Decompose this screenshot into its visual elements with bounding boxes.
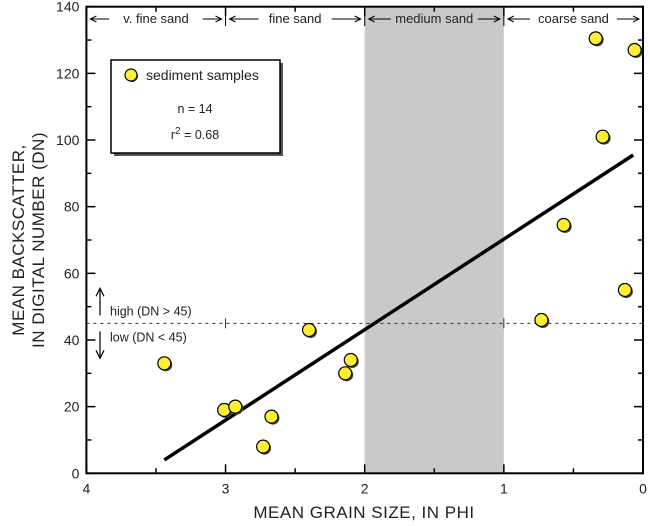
data-point bbox=[256, 439, 272, 455]
data-point bbox=[617, 282, 633, 298]
data-point bbox=[338, 366, 354, 382]
data-point bbox=[534, 312, 550, 328]
low-label: low (DN < 45) bbox=[110, 330, 187, 344]
x-tick-label: 3 bbox=[222, 480, 230, 496]
zone-v-fine-sand: v. fine sand bbox=[89, 11, 223, 26]
y-tick-label: 40 bbox=[64, 332, 80, 348]
data-point bbox=[595, 129, 611, 145]
x-tick-label: 1 bbox=[500, 480, 508, 496]
r-squared: r2 = 0.68 bbox=[171, 126, 219, 142]
zone-label: v. fine sand bbox=[123, 11, 189, 26]
zone-coarse-sand: coarse sand bbox=[503, 11, 641, 26]
y-tick-label: 60 bbox=[64, 265, 80, 281]
x-axis-title: MEAN GRAIN SIZE, IN PHI bbox=[253, 503, 474, 522]
data-point bbox=[588, 31, 604, 47]
x-tick-label: 4 bbox=[83, 480, 91, 496]
legend: sediment samples n = 14 r2 = 0.68 bbox=[110, 59, 283, 156]
n-value: n = 14 bbox=[177, 102, 212, 116]
data-point bbox=[228, 399, 244, 415]
data-point bbox=[556, 217, 572, 234]
zone-label: fine sand bbox=[269, 11, 322, 26]
data-point bbox=[157, 356, 173, 372]
y-axis-title-line2: IN DIGITAL NUMBER (DN) bbox=[29, 132, 48, 348]
medium-sand-band bbox=[364, 6, 504, 474]
data-point bbox=[627, 42, 643, 59]
high-label: high (DN > 45) bbox=[110, 304, 192, 318]
legend-label: sediment samples bbox=[146, 67, 259, 83]
zone-label: medium sand bbox=[395, 11, 473, 26]
y-axis-title-line1: MEAN BACKSCATTER, bbox=[9, 144, 28, 335]
down-arrow-icon bbox=[95, 331, 105, 360]
y-tick-label: 100 bbox=[56, 132, 80, 148]
zone-medium-sand: medium sand bbox=[364, 11, 501, 26]
zone-arrows-icon bbox=[228, 15, 362, 23]
data-point bbox=[301, 322, 318, 338]
zone-arrows-icon bbox=[506, 15, 641, 23]
y-tick-label: 140 bbox=[56, 0, 80, 15]
data-point bbox=[264, 409, 280, 425]
y-tick-label: 80 bbox=[64, 199, 80, 215]
plot-frame bbox=[85, 5, 644, 475]
zone-fine-sand: fine sand bbox=[225, 11, 362, 26]
zone-arrows-icon bbox=[367, 15, 501, 23]
up-arrow-icon bbox=[95, 286, 105, 316]
zone-arrows-icon bbox=[89, 15, 223, 23]
x-tick-label: 0 bbox=[639, 480, 647, 496]
y-tick-label: 20 bbox=[64, 399, 80, 415]
data-point bbox=[343, 352, 359, 368]
x-tick-label: 2 bbox=[361, 480, 369, 496]
legend-marker-icon bbox=[124, 68, 138, 82]
zone-label: coarse sand bbox=[538, 11, 609, 26]
y-tick-label: 0 bbox=[72, 465, 80, 481]
y-tick-label: 120 bbox=[56, 65, 80, 81]
